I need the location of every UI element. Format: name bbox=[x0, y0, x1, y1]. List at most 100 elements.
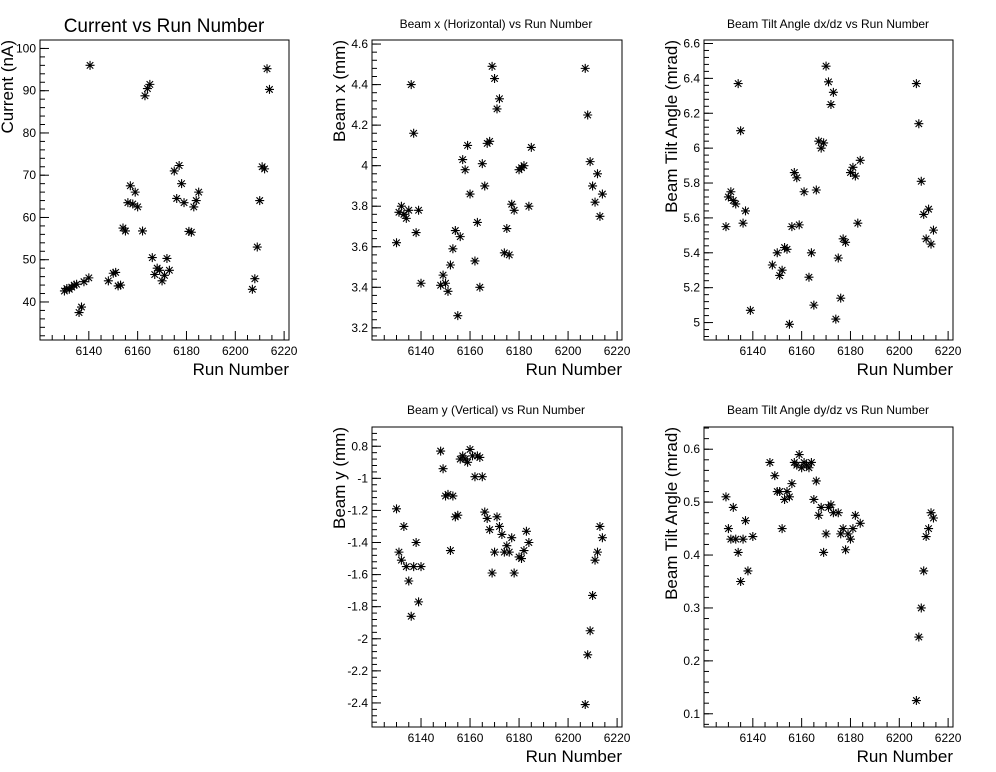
data-point bbox=[477, 159, 487, 169]
x-tick-label: 6180 bbox=[173, 344, 200, 358]
data-point bbox=[738, 534, 748, 544]
data-point bbox=[138, 226, 148, 236]
data-point bbox=[590, 555, 600, 565]
data-point bbox=[394, 547, 404, 557]
data-point bbox=[726, 187, 736, 197]
data-point bbox=[475, 452, 485, 462]
data-point bbox=[404, 576, 414, 586]
data-point bbox=[411, 538, 421, 548]
data-point bbox=[811, 476, 821, 486]
data-point bbox=[113, 281, 123, 291]
x-tick-label: 6140 bbox=[739, 731, 766, 745]
data-point bbox=[838, 234, 848, 244]
data-point bbox=[492, 104, 502, 114]
data-point bbox=[85, 60, 95, 70]
data-point bbox=[841, 237, 851, 247]
data-point bbox=[492, 512, 502, 522]
y-tick-label: 3.2 bbox=[351, 321, 368, 335]
data-point bbox=[811, 185, 821, 195]
data-point bbox=[111, 267, 121, 277]
y-tick-label: 0.4 bbox=[683, 548, 700, 562]
data-point bbox=[787, 479, 797, 489]
data-point bbox=[392, 238, 402, 248]
data-point bbox=[731, 199, 741, 209]
data-point bbox=[911, 696, 921, 706]
y-tick-label: -1.8 bbox=[347, 600, 368, 614]
data-point bbox=[72, 279, 82, 289]
data-point bbox=[252, 242, 262, 252]
data-point bbox=[441, 278, 451, 288]
data-point bbox=[123, 198, 133, 208]
data-point bbox=[928, 225, 938, 235]
data-point bbox=[497, 529, 507, 539]
x-tick-label: 6220 bbox=[935, 344, 962, 358]
y-tick-label: 0.5 bbox=[683, 495, 700, 509]
data-point bbox=[409, 562, 419, 572]
data-point bbox=[472, 217, 482, 227]
data-point bbox=[821, 529, 831, 539]
data-point bbox=[819, 138, 829, 148]
data-point bbox=[517, 554, 527, 564]
y-tick-label: 0.2 bbox=[683, 654, 700, 668]
data-point bbox=[741, 516, 750, 526]
y-tick-label: 6.2 bbox=[683, 106, 700, 120]
data-point bbox=[463, 457, 473, 467]
data-point bbox=[524, 538, 534, 548]
data-point bbox=[499, 248, 509, 258]
data-point bbox=[436, 446, 446, 456]
data-point bbox=[721, 492, 731, 502]
data-point bbox=[142, 84, 152, 94]
data-point bbox=[485, 136, 495, 146]
data-point bbox=[450, 512, 460, 522]
data-point bbox=[767, 260, 777, 270]
data-point bbox=[816, 143, 826, 153]
data-point bbox=[924, 524, 934, 534]
data-point bbox=[414, 597, 424, 607]
y-tick-label: 90 bbox=[23, 84, 37, 98]
data-point bbox=[443, 286, 453, 296]
data-point bbox=[470, 472, 480, 482]
x-tick-label: 6140 bbox=[739, 344, 766, 358]
data-point bbox=[472, 451, 482, 461]
data-point bbox=[504, 547, 514, 557]
y-tick-label: 0.6 bbox=[683, 442, 700, 456]
data-point bbox=[828, 508, 838, 518]
y-tick-label: 4 bbox=[361, 159, 368, 173]
y-tick-label: 4.2 bbox=[351, 118, 368, 132]
y-tick-label: -2.4 bbox=[347, 696, 368, 710]
data-point bbox=[590, 197, 600, 207]
data-point bbox=[806, 248, 816, 258]
x-tick-label: 6160 bbox=[457, 344, 484, 358]
data-point bbox=[396, 555, 406, 565]
data-point bbox=[507, 199, 517, 209]
data-point bbox=[120, 226, 130, 236]
data-point bbox=[592, 547, 602, 557]
data-point bbox=[409, 128, 419, 138]
data-point bbox=[392, 504, 402, 514]
data-point bbox=[728, 502, 738, 512]
data-point bbox=[504, 250, 514, 260]
data-point bbox=[79, 277, 89, 287]
data-point bbox=[580, 700, 590, 710]
y-tick-label: 5.8 bbox=[683, 176, 700, 190]
data-point bbox=[736, 126, 746, 136]
x-tick-label: 6140 bbox=[75, 344, 102, 358]
y-tick-label: -2.2 bbox=[347, 664, 368, 678]
data-point bbox=[919, 209, 929, 219]
chart-title: Current vs Run Number bbox=[64, 16, 265, 37]
data-point bbox=[441, 491, 451, 501]
data-point bbox=[782, 487, 792, 497]
data-point bbox=[404, 205, 414, 215]
x-tick-label: 6200 bbox=[555, 731, 582, 745]
data-point bbox=[255, 196, 265, 206]
data-point bbox=[824, 77, 833, 87]
data-point bbox=[926, 239, 936, 249]
data-point bbox=[475, 282, 485, 292]
data-point bbox=[250, 274, 260, 284]
data-point bbox=[69, 280, 79, 290]
data-point bbox=[583, 650, 593, 660]
data-point bbox=[526, 142, 536, 152]
data-point bbox=[728, 195, 738, 205]
x-tick-label: 6180 bbox=[837, 731, 864, 745]
data-point bbox=[145, 79, 155, 89]
